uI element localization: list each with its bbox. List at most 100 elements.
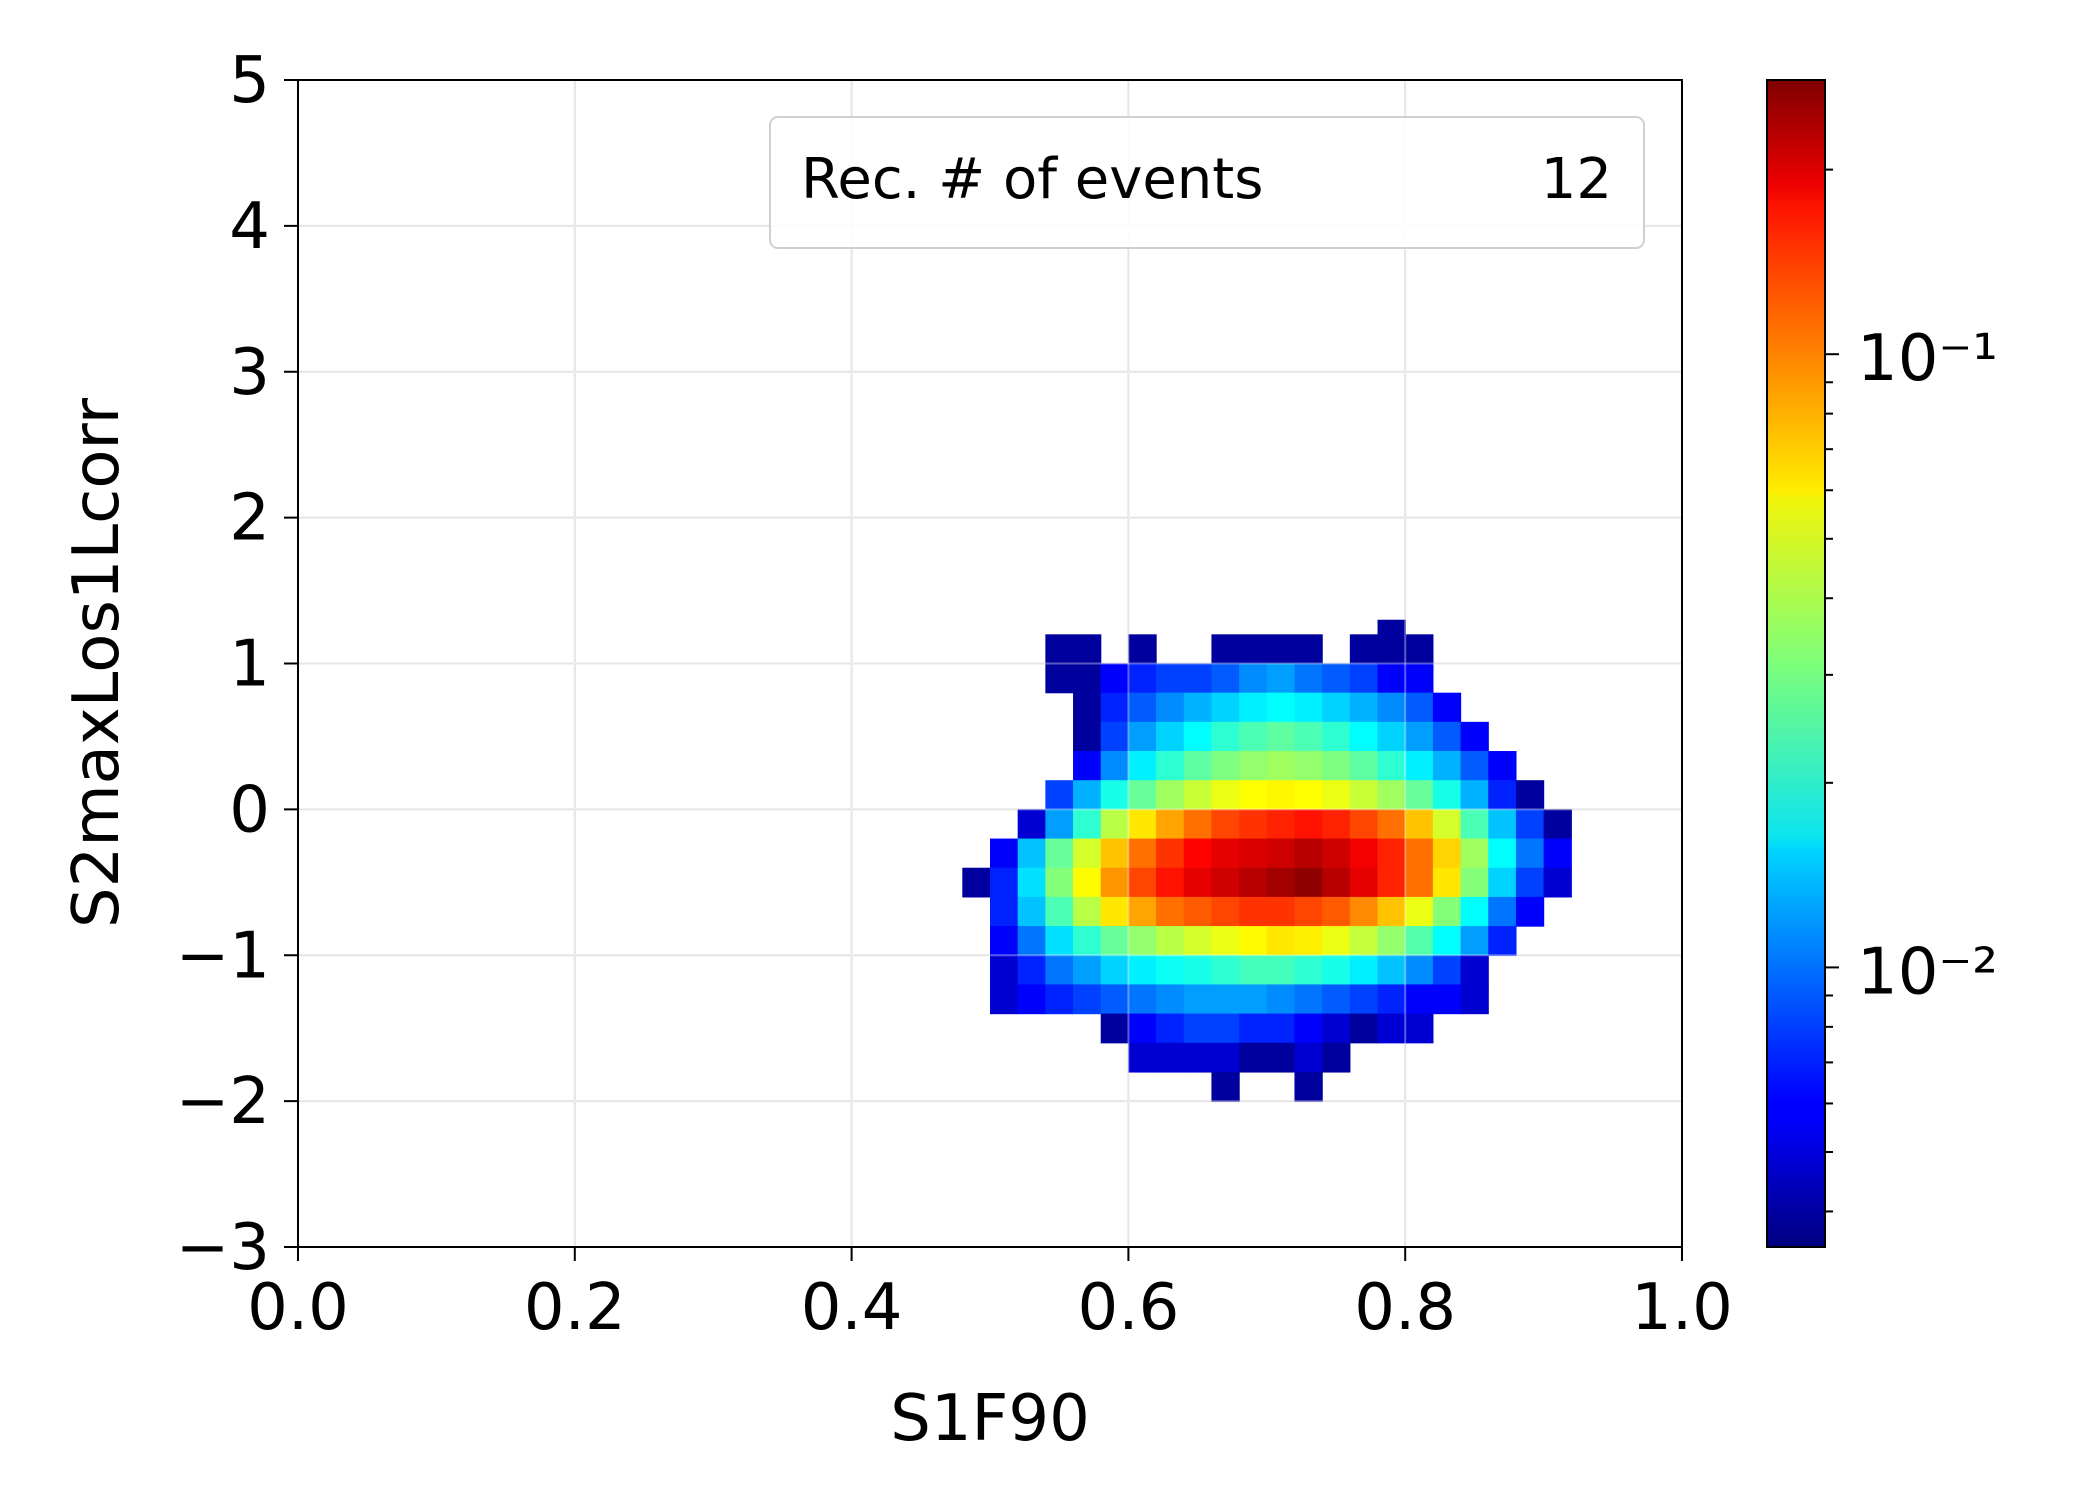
heatmap-cell	[1266, 780, 1296, 810]
heatmap-cell	[1156, 721, 1185, 752]
heatmap-cell	[1211, 955, 1240, 986]
heatmap-cell	[1128, 926, 1157, 956]
heatmap-cell	[1128, 721, 1157, 752]
heatmap-cell	[1349, 984, 1379, 1015]
y-tick-label: −3	[176, 1211, 270, 1285]
heatmap-cell	[1045, 867, 1074, 898]
heatmap-cell	[1183, 1042, 1213, 1073]
heatmap-cell	[1266, 634, 1296, 665]
heatmap-cell	[1156, 926, 1185, 956]
heatmap-cell	[1349, 955, 1379, 986]
heatmap-cell	[1377, 692, 1406, 723]
heatmap-cell	[1405, 663, 1434, 694]
heatmap-cell	[1156, 838, 1185, 869]
heatmap-cell	[1377, 809, 1406, 840]
heatmap-cell	[1515, 838, 1545, 869]
heatmap-cell	[1100, 721, 1129, 752]
heatmap-cell	[1156, 751, 1185, 781]
heatmap-cell	[1294, 634, 1323, 665]
heatmap-cell	[1156, 984, 1185, 1015]
heatmap-cell	[1377, 838, 1406, 869]
heatmap-cell	[1349, 867, 1379, 898]
heatmap-cell	[1239, 780, 1268, 810]
legend-box	[769, 116, 1645, 249]
x-axis-label: S1F90	[890, 1382, 1090, 1456]
heatmap-cell	[1294, 1071, 1323, 1102]
heatmap-cell	[1266, 809, 1296, 840]
y-tick-label: −2	[176, 1065, 270, 1139]
heatmap-cell	[1156, 867, 1185, 898]
heatmap-cell	[1045, 926, 1074, 956]
heatmap-cell	[1322, 984, 1351, 1015]
heatmap-cell	[1322, 780, 1351, 810]
y-tick-label: 1	[229, 628, 270, 702]
heatmap-cell	[1322, 809, 1351, 840]
heatmap-cell	[1460, 780, 1489, 810]
heatmap-cell	[1322, 751, 1351, 781]
heatmap-cell	[1211, 634, 1240, 665]
heatmap-cell	[1349, 721, 1379, 752]
y-tick-label: 5	[229, 44, 270, 118]
heatmap-cell	[1073, 721, 1102, 752]
heatmap-cell	[1432, 984, 1462, 1015]
colorbar-tick-label: 10⁻¹	[1857, 322, 1998, 396]
heatmap-cell	[1432, 692, 1462, 723]
heatmap-cell	[1239, 955, 1268, 986]
heatmap-cell	[1266, 838, 1296, 869]
heatmap-cell	[1349, 751, 1379, 781]
heatmap-cell	[1405, 634, 1434, 665]
heatmap-cell	[1294, 751, 1323, 781]
heatmap-cell	[1515, 896, 1545, 927]
heatmap-cell	[1266, 984, 1296, 1015]
x-tick-label: 0.2	[524, 1271, 626, 1345]
heatmap-cell	[1017, 867, 1046, 898]
heatmap-cell	[1073, 984, 1102, 1015]
heatmap-cell	[1156, 663, 1185, 694]
y-tick-label: 3	[229, 336, 270, 410]
heatmap-cell	[1266, 926, 1296, 956]
heatmap-cell	[1100, 896, 1129, 927]
heatmap-cell	[1045, 809, 1074, 840]
heatmap-cell	[1239, 809, 1268, 840]
heatmap-cell	[1349, 926, 1379, 956]
heatmap-cell	[1239, 926, 1268, 956]
heatmap-cell	[1239, 634, 1268, 665]
heatmap-cell	[1322, 663, 1351, 694]
heatmap-cell	[1460, 896, 1489, 927]
heatmap-cell	[1405, 867, 1434, 898]
heatmap-cell	[1488, 809, 1517, 840]
heatmap-cell	[1073, 955, 1102, 986]
heatmap-cell	[1294, 926, 1323, 956]
heatmap-cell	[1405, 896, 1434, 927]
heatmap-cell	[1073, 867, 1102, 898]
heatmap-cell	[1128, 867, 1157, 898]
heatmap-cell	[1294, 1013, 1323, 1044]
heatmap-cell	[1183, 721, 1213, 752]
heatmap-cell	[1211, 780, 1240, 810]
heatmap-cell	[1045, 634, 1074, 665]
heatmap-cell	[1211, 926, 1240, 956]
heatmap-cell	[1377, 780, 1406, 810]
heatmap-cell	[990, 926, 1019, 956]
heatmap-cell	[1017, 984, 1046, 1015]
x-axis-ticks: 0.0 0.2 0.4 0.6 0.8 1.0	[247, 1247, 1733, 1345]
heatmap-cell	[1377, 1013, 1406, 1044]
heatmap-cell	[1266, 1013, 1296, 1044]
heatmap-cell	[1349, 896, 1379, 927]
heatmap-cell	[1100, 780, 1129, 810]
heatmap-cell	[1073, 692, 1102, 723]
heatmap-cell	[1128, 692, 1157, 723]
heatmap-cell	[1211, 838, 1240, 869]
heatmap-cell	[1211, 809, 1240, 840]
heatmap-cell	[1156, 896, 1185, 927]
heatmap-cell	[1349, 838, 1379, 869]
heatmap-cell	[1183, 780, 1213, 810]
heatmap-cell	[1073, 809, 1102, 840]
heatmap-cell	[1017, 955, 1046, 986]
colorbar-gradient	[1766, 79, 1826, 1248]
heatmap-cell	[1073, 663, 1102, 694]
heatmap-cell	[1045, 984, 1074, 1015]
heatmap-cell	[1211, 663, 1240, 694]
heatmap-cell	[1377, 663, 1406, 694]
